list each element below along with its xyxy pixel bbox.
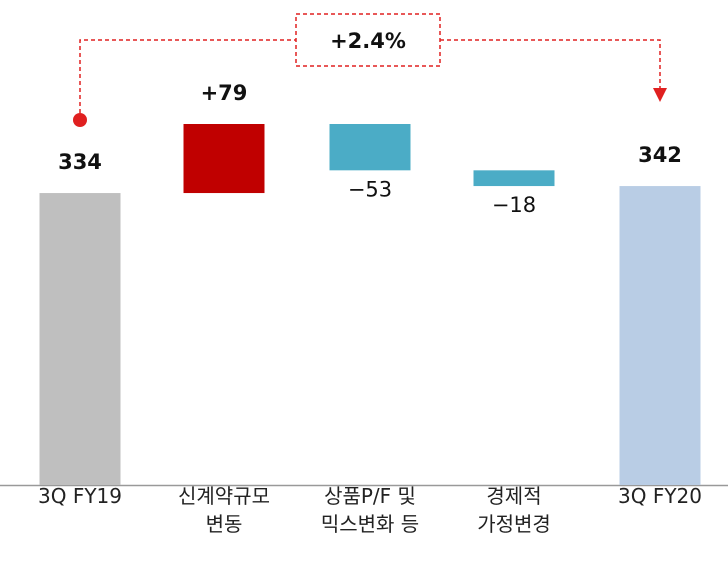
value-label: −53 <box>348 177 392 201</box>
value-label: 342 <box>638 143 682 167</box>
connector-dot <box>73 113 87 127</box>
x-tick-label: 상품P/F 및 믹스변화 등 <box>320 484 420 536</box>
annotation: +2.4% <box>330 29 406 53</box>
bar <box>619 186 701 485</box>
bar <box>39 193 121 485</box>
bar <box>183 124 265 194</box>
value-label: +79 <box>201 81 248 105</box>
connector-arrow <box>653 88 667 102</box>
x-tick-label: 신계약규모 변동 <box>178 484 270 536</box>
x-tick-label: 경제적 가정변경 <box>477 484 551 536</box>
connector <box>79 39 661 120</box>
bar <box>473 170 555 187</box>
x-tick-label: 3Q FY20 <box>618 484 702 508</box>
annotation-box <box>295 13 441 67</box>
value-label: 334 <box>58 150 102 174</box>
x-tick-label: 3Q FY19 <box>38 484 122 508</box>
bar <box>329 124 411 171</box>
value-label: −18 <box>492 193 536 217</box>
